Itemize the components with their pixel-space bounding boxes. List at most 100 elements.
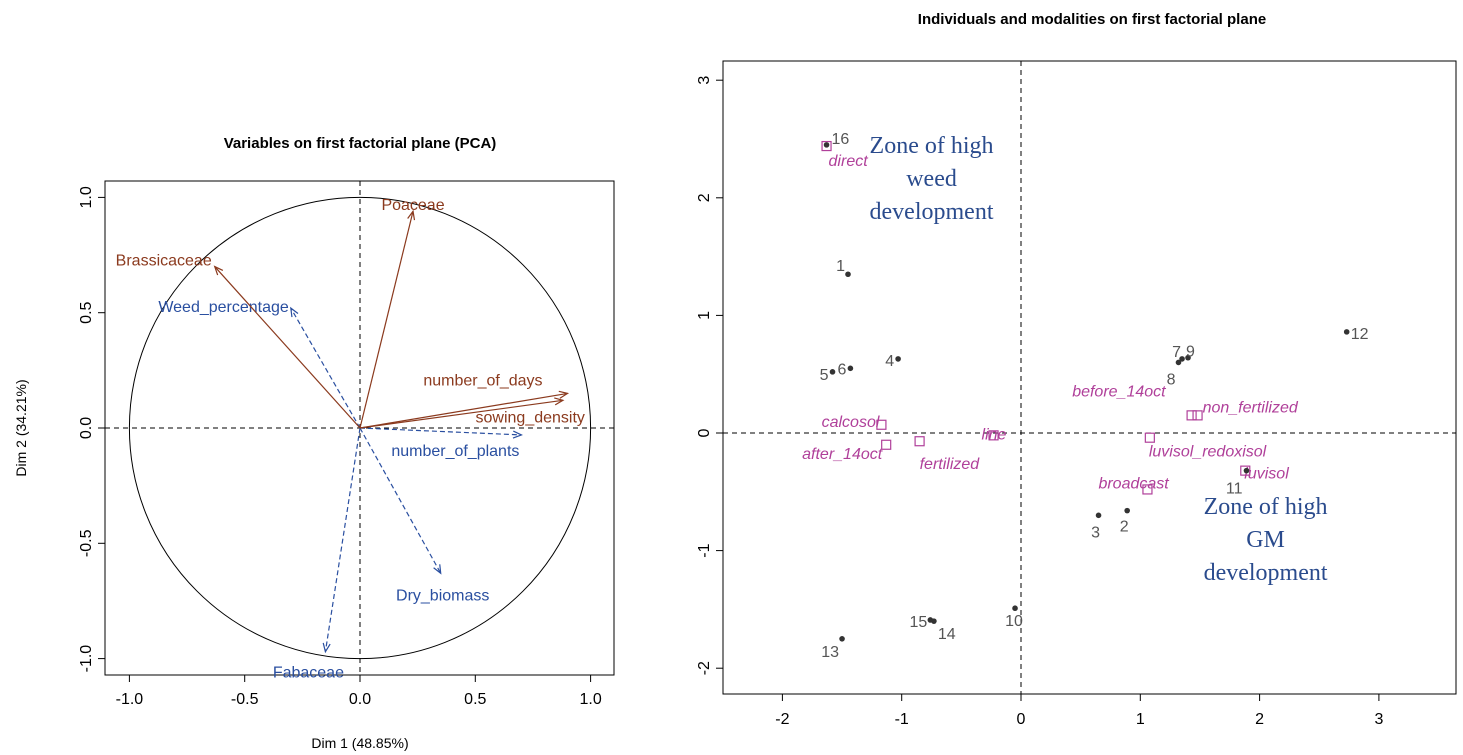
individual-label: 16 xyxy=(832,131,850,148)
modality-marker xyxy=(1144,432,1155,443)
modality-label: direct xyxy=(829,153,869,170)
individuals-modalities-panel: Individuals and modalities on first fact… xyxy=(696,11,1457,728)
variable-label: Fabaceae xyxy=(273,665,344,682)
right-y-tick-label: -1 xyxy=(696,543,713,557)
individual-dot xyxy=(1095,512,1102,519)
individual-dot xyxy=(1243,467,1250,474)
right-y-tick-label: 2 xyxy=(696,193,713,202)
individual-1: 1 xyxy=(836,258,851,278)
individual-9: 9 xyxy=(1185,344,1195,361)
variable-number_of_days: number_of_days xyxy=(359,372,570,429)
zone-annotation-line: development xyxy=(1204,560,1328,586)
modality-marker xyxy=(1142,484,1153,495)
variable-arrowhead xyxy=(290,306,299,318)
modality-luvisol: luvisol xyxy=(1240,465,1289,483)
variable-arrowhead xyxy=(433,564,442,575)
variable-label: Poaceae xyxy=(381,197,444,214)
left-x-tick-label: 0.5 xyxy=(464,691,486,708)
left-x-tick-label: -0.5 xyxy=(231,691,259,708)
right-title: Individuals and modalities on first fact… xyxy=(918,11,1266,28)
individual-13: 13 xyxy=(821,636,845,661)
variable-arrow-line xyxy=(359,211,414,429)
individual-11: 11 xyxy=(1226,467,1250,498)
left-y-tick-label: 1.0 xyxy=(78,186,95,208)
zone-annotation-line: development xyxy=(870,199,994,225)
variable-Weed_percentage: Weed_percentage xyxy=(158,299,361,429)
right-points: Zone of high weed development Zone of high G… xyxy=(802,131,1368,661)
individual-15: 15 xyxy=(910,614,934,631)
variable-number_of_plants: number_of_plants xyxy=(359,427,523,460)
individual-dot xyxy=(1179,356,1185,362)
variable-arrow-line xyxy=(359,427,522,436)
modality-label: luvisol_redoxisol xyxy=(1149,444,1267,461)
individual-dot xyxy=(1124,507,1130,514)
individual-label: 12 xyxy=(1351,326,1369,343)
modality-marker xyxy=(988,430,999,441)
individual-3: 3 xyxy=(1091,512,1102,541)
variable-arrow-line xyxy=(214,266,361,429)
right-y-tick-label: -2 xyxy=(696,661,713,675)
modality-marker xyxy=(1186,410,1197,421)
variable-Fabaceae: Fabaceae xyxy=(273,427,361,682)
right-y-tick-label: 3 xyxy=(696,76,713,85)
individual-label: 14 xyxy=(938,626,956,643)
zone-annotation-line: Zone of high xyxy=(870,133,994,159)
left-y-tick-label: 0.5 xyxy=(78,301,95,323)
left-y-tick-label: 0.0 xyxy=(78,417,95,439)
individual-dot xyxy=(839,636,845,642)
individual-6: 6 xyxy=(837,361,854,378)
modality-marker xyxy=(876,419,887,430)
individual-14: 14 xyxy=(931,618,956,643)
variable-arrow-line xyxy=(290,307,361,429)
modality-direct: direct xyxy=(821,140,869,170)
individual-12: 12 xyxy=(1343,326,1369,343)
individual-label: 2 xyxy=(1120,519,1129,536)
individual-label: 13 xyxy=(821,644,839,661)
modality-label: after_14oct xyxy=(802,446,883,463)
variable-arrowhead xyxy=(322,642,331,654)
right-x-tick-label: 0 xyxy=(1017,711,1026,728)
modality-label: before_14oct xyxy=(1072,383,1166,400)
variable-Dry_biomass: Dry_biomass xyxy=(359,427,489,604)
right-y-tick-label: 0 xyxy=(696,428,713,437)
individual-label: 1 xyxy=(836,258,845,275)
individual-4: 4 xyxy=(885,353,901,370)
right-x-tick-label: 3 xyxy=(1374,711,1383,728)
variable-arrow-line xyxy=(359,427,442,574)
variable-arrow-line xyxy=(324,427,361,652)
individual-7: 7 xyxy=(1172,344,1185,362)
modality-luvisol_redoxisol: luvisol_redoxisol xyxy=(1144,432,1267,461)
modality-line: line xyxy=(982,426,1007,443)
variable-label: number_of_days xyxy=(423,372,542,389)
individual-label: 3 xyxy=(1091,524,1100,541)
right-x-tick-label: -2 xyxy=(775,711,789,728)
individual-dot xyxy=(1175,359,1182,366)
individual-8: 8 xyxy=(1167,359,1182,388)
individual-label: 11 xyxy=(1226,481,1243,498)
left-y-tick-label: -0.5 xyxy=(78,529,95,557)
modality-label: non_fertilized xyxy=(1203,399,1299,416)
zone-annotation: Zone of high weed development xyxy=(870,133,994,225)
modality-fertilized: fertilized xyxy=(914,436,980,473)
variable-Poaceae: Poaceae xyxy=(359,197,445,429)
individual-label: 5 xyxy=(820,367,829,384)
individual-dot xyxy=(847,365,854,372)
zone-annotation: Zone of high GM development xyxy=(1204,494,1328,586)
individual-label: 6 xyxy=(837,361,846,378)
individual-label: 4 xyxy=(885,353,894,370)
right-x-tick-label: 2 xyxy=(1255,711,1264,728)
correlation-circle xyxy=(128,196,592,660)
modality-label: luvisol xyxy=(1244,466,1289,483)
left-y-tick-label: -1.0 xyxy=(78,645,95,673)
variable-arrowhead xyxy=(407,209,416,221)
individual-label: 8 xyxy=(1167,371,1176,388)
zone-annotation-line: weed xyxy=(906,166,957,192)
variable-label: sowing_density xyxy=(476,409,585,426)
right-x-tick-label: -1 xyxy=(895,711,909,728)
left-title: Variables on first factorial plane (PCA) xyxy=(224,135,497,152)
left-x-tick-label: 1.0 xyxy=(579,691,601,708)
modality-marker xyxy=(1240,465,1251,476)
zone-annotation-line: GM xyxy=(1246,527,1285,553)
left-x-tick-label: -1.0 xyxy=(116,691,144,708)
